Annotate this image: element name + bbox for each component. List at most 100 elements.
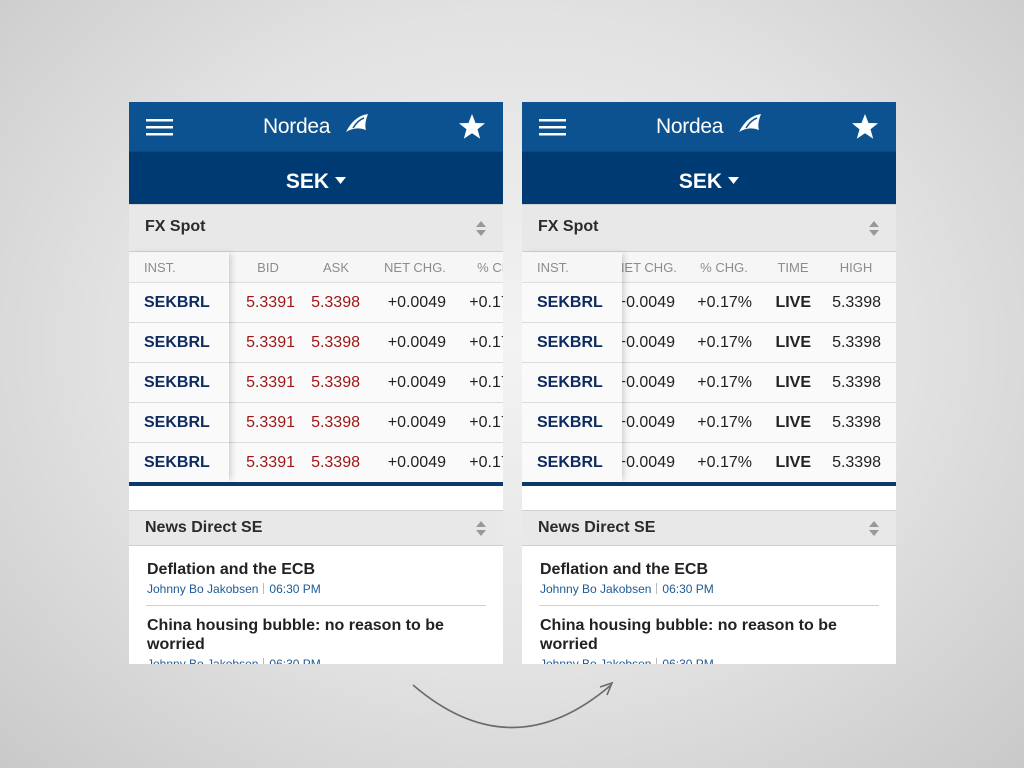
instrument-cell: SEKBRL [522,443,622,482]
instrument-cell: SEKBRL [129,403,229,442]
instrument-column: INST. SEKBRL SEKBRL SEKBRL SEKBRL SEKBRL [522,252,622,482]
dropdown-caret [728,152,740,204]
section-title: FX Spot [145,218,206,235]
currency-label: SEK [285,170,330,193]
news-author: Johnny Bo Jakobsen [147,582,259,596]
logo-sail [737,112,763,139]
instrument-name: SEKBRL [144,454,210,471]
meta-separator [656,583,658,594]
instrument-cell: SEKBRL [129,323,229,362]
news-headline[interactable]: Deflation and the ECB [540,561,709,578]
column-header: % CHG. [477,260,503,275]
news-separator [146,605,486,606]
dropdown-caret [335,152,347,204]
table-cell: 5.3398 [832,334,881,351]
table-cell: +0.17% [697,454,752,471]
news-author: Johnny Bo Jakobsen [540,582,652,596]
table-cell: +0.0049 [387,374,446,391]
table-cell: 5.3398 [832,414,881,431]
column-header: BID [257,260,279,275]
news-separator [539,605,879,606]
column-header: INST. [144,260,176,275]
table-cell: +0.0049 [622,294,675,311]
instrument-name: SEKBRL [537,414,603,431]
table-cell: +0.17% [697,294,752,311]
instrument-name: SEKBRL [144,374,210,391]
fx-section-header: FX Spot [129,204,503,252]
phone-screen: Nordea SEK FX Spot INST. SEKBRL SEKBRL SEKBRL S… [129,102,503,664]
sort-toggle[interactable] [868,520,880,542]
app-header: Nordea [129,102,503,152]
meta-separator [263,658,265,664]
table-cell: 5.3398 [311,374,360,391]
phone-screen: Nordea SEK FX Spot INST. SEKBRL SEKBRL SEKBRL S… [522,102,896,664]
table-cell: LIVE [775,454,811,471]
table-cell: +0.0049 [622,374,675,391]
table-cell: +0.17% [469,334,503,351]
instrument-cell: SEKBRL [522,323,622,362]
news-author: Johnny Bo Jakobsen [147,657,259,664]
column-header: ASK [322,260,349,275]
section-title: FX Spot [538,218,599,235]
favorite-button[interactable] [458,113,486,146]
table-cell: +0.0049 [622,334,675,351]
table-cell: 5.3391 [246,414,295,431]
news-time: 06:30 PM [269,657,321,664]
instrument-name: SEKBRL [144,334,210,351]
table-cell: 5.3391 [246,454,295,471]
instrument-cell: SEKBRL [522,403,622,442]
instrument-name: SEKBRL [537,334,603,351]
sort-toggle[interactable] [475,220,487,242]
table-cell: 5.3398 [311,334,360,351]
news-time: 06:30 PM [269,582,321,596]
news-meta: Johnny Bo Jakobsen 06:30 PM [147,657,321,664]
instrument-name: SEKBRL [537,294,603,311]
column-header: TIME [777,260,809,275]
news-meta: Johnny Bo Jakobsen 06:30 PM [540,657,714,664]
instrument-name: SEKBRL [537,454,603,471]
table-cell: +0.17% [469,294,503,311]
column-header: HIGH [839,260,873,275]
instrument-cell: SEKBRL [129,283,229,322]
news-headline[interactable]: China housing bubble: no reason to be wo… [147,617,444,653]
table-cell: 5.3398 [311,454,360,471]
app-header: Nordea [522,102,896,152]
table-cell: +0.17% [469,454,503,471]
currency-selector[interactable]: SEK [129,152,503,204]
table-cell: +0.17% [469,374,503,391]
news-section-header: News Direct SE [129,510,503,546]
section-divider [129,482,503,486]
table-cell: 5.3391 [246,334,295,351]
currency-label: SEK [678,170,723,193]
table-cell: +0.17% [469,414,503,431]
news-headline[interactable]: China housing bubble: no reason to be wo… [540,617,837,653]
section-divider [522,482,896,486]
instrument-name: SEKBRL [144,414,210,431]
table-cell: LIVE [775,374,811,391]
menu-button[interactable] [539,117,567,142]
table-cell: 5.3398 [311,294,360,311]
table-cell: LIVE [775,334,811,351]
table-cell: +0.17% [697,414,752,431]
instrument-cell: SEKBRL [129,363,229,402]
section-title: News Direct SE [145,519,263,536]
meta-separator [263,583,265,594]
table-cell: 5.3398 [311,414,360,431]
table-cell: +0.0049 [387,334,446,351]
brand-logo: Nordea [263,115,331,138]
news-headline[interactable]: Deflation and the ECB [147,561,316,578]
menu-button[interactable] [146,117,174,142]
table-cell: +0.0049 [622,454,675,471]
sort-toggle[interactable] [475,520,487,542]
favorite-button[interactable] [851,113,879,146]
currency-selector[interactable]: SEK [522,152,896,204]
sort-toggle[interactable] [868,220,880,242]
fx-section-header: FX Spot [522,204,896,252]
instrument-cell: SEKBRL [129,443,229,482]
section-title: News Direct SE [538,519,656,536]
news-meta: Johnny Bo Jakobsen 06:30 PM [540,582,714,596]
table-cell: 5.3391 [246,294,295,311]
news-time: 06:30 PM [662,657,714,664]
